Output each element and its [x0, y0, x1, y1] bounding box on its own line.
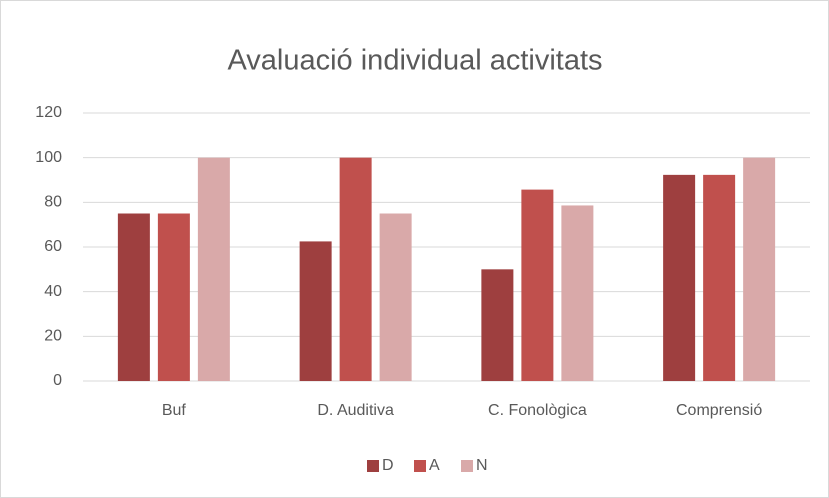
bar — [379, 213, 412, 381]
y-tick-label: 40 — [44, 283, 62, 300]
bar — [339, 157, 372, 381]
x-tick-label: Comprensió — [676, 402, 762, 419]
legend-swatch — [367, 460, 379, 472]
legend-label: A — [429, 457, 440, 474]
x-tick-label: D. Auditiva — [317, 402, 394, 419]
bar — [663, 174, 696, 381]
legend-swatch — [414, 460, 426, 472]
bar — [521, 189, 554, 381]
legend-swatch — [461, 460, 473, 472]
y-tick-label: 100 — [35, 149, 62, 166]
bar — [481, 269, 514, 381]
legend-label: D — [382, 457, 394, 474]
legend-label: N — [476, 457, 488, 474]
x-tick-label: Buf — [162, 402, 187, 419]
bar — [703, 174, 736, 381]
bar — [197, 157, 230, 381]
bar — [299, 241, 332, 381]
bar — [157, 213, 190, 381]
bar — [743, 157, 776, 381]
y-tick-label: 120 — [35, 104, 62, 121]
bar — [117, 213, 150, 381]
x-tick-label: C. Fonològica — [488, 402, 587, 419]
bar — [561, 205, 594, 381]
y-tick-label: 0 — [53, 372, 62, 389]
y-tick-label: 60 — [44, 238, 62, 255]
y-tick-label: 20 — [44, 328, 62, 345]
y-tick-label: 80 — [44, 194, 62, 211]
chart-title: Avaluació individual activitats — [227, 45, 602, 77]
